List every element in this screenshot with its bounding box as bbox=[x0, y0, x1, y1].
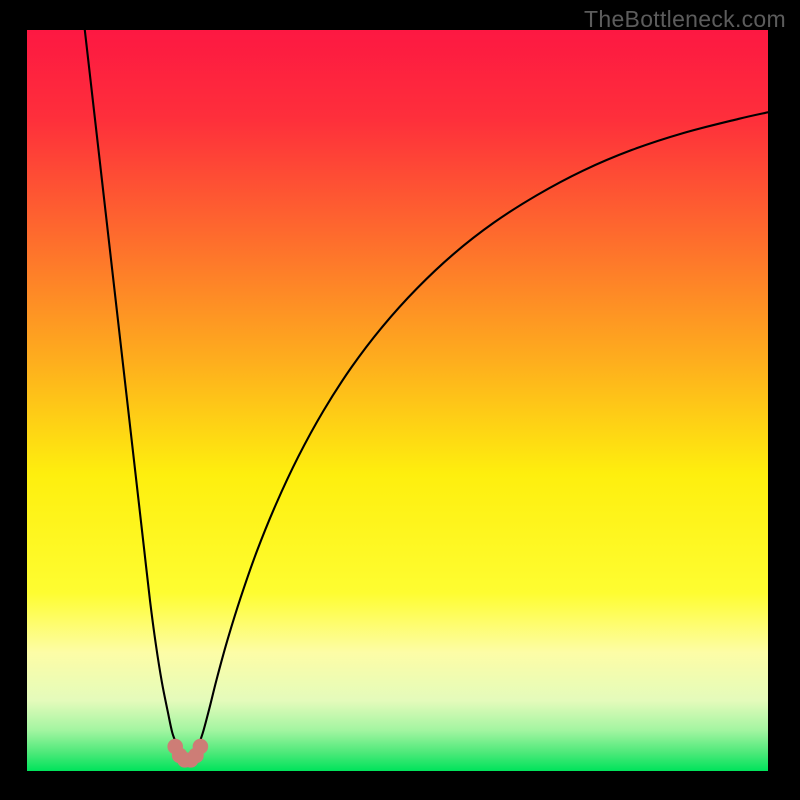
plot-svg bbox=[27, 30, 768, 771]
plot-area bbox=[27, 30, 768, 771]
watermark-text: TheBottleneck.com bbox=[584, 6, 786, 33]
valley-marker bbox=[193, 739, 209, 755]
chart-stage: TheBottleneck.com bbox=[0, 0, 800, 800]
